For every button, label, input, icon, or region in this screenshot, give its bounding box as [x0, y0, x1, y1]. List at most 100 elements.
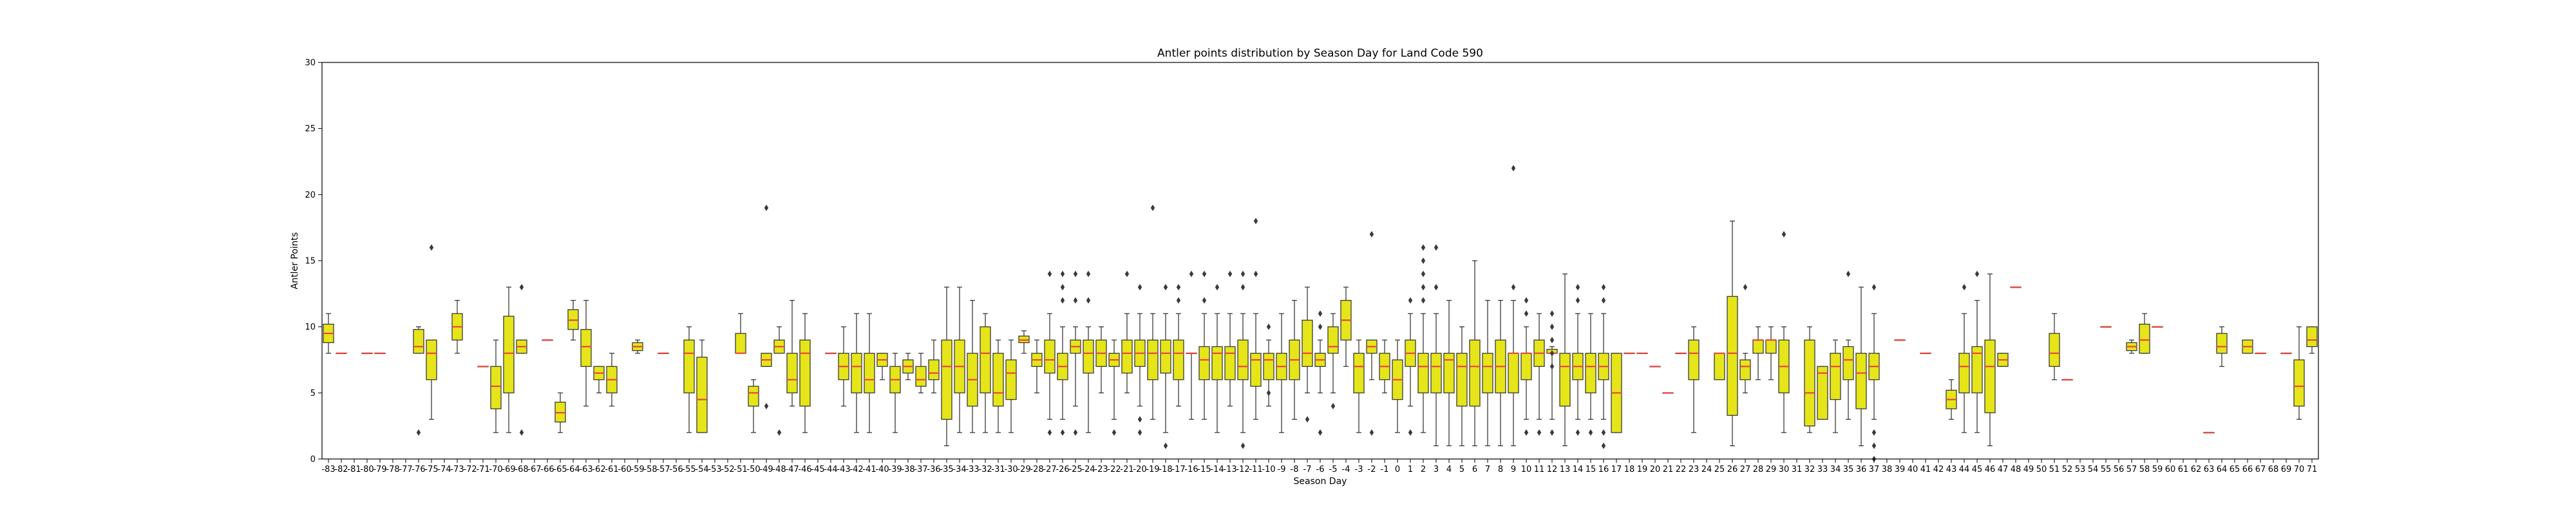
x-tick-label: 24 [1701, 465, 1712, 474]
box--42 [851, 313, 862, 433]
x-tick-label: -21 [1120, 465, 1133, 474]
outlier-point [1240, 270, 1245, 277]
x-tick-label: 53 [2075, 465, 2086, 474]
x-axis: -83-82-81-80-79-78-77-76-75-74-73-72-71-… [321, 459, 2317, 474]
x-tick-label: -49 [759, 465, 773, 474]
iqr-box [1121, 339, 1133, 374]
box-10 [1520, 297, 1532, 436]
iqr-box [1739, 359, 1751, 380]
x-tick-label: -14 [1210, 465, 1224, 474]
box--21 [1121, 270, 1133, 393]
outlier-point [1086, 270, 1091, 277]
x-tick-label: 58 [2139, 465, 2150, 474]
iqr-box [1765, 339, 1777, 354]
box-26 [1727, 220, 1738, 447]
x-tick-label: 60 [2165, 465, 2176, 474]
x-tick-label: 32 [1804, 465, 1815, 474]
outlier-point [1369, 230, 1374, 238]
box--50 [748, 379, 759, 433]
x-tick-label: 51 [2049, 465, 2060, 474]
outlier-point [1588, 429, 1593, 436]
box--34 [954, 286, 965, 433]
iqr-box [1083, 339, 1094, 374]
box-11 [1533, 313, 1545, 436]
iqr-box [1984, 339, 1996, 413]
x-tick-label: 4 [1446, 465, 1452, 474]
box--13 [1224, 270, 1236, 407]
box-28 [1752, 326, 1764, 380]
box-12 [1546, 310, 1558, 436]
box--17 [1173, 284, 1184, 407]
iqr-box [1198, 346, 1210, 380]
x-tick-label: 12 [1547, 465, 1558, 474]
box-29 [1765, 326, 1777, 380]
x-tick-label: -24 [1081, 465, 1095, 474]
box--32 [980, 313, 991, 433]
x-tick-label: 59 [2152, 465, 2163, 474]
x-tick-label: 2 [1421, 465, 1426, 474]
x-tick-label: 5 [1459, 465, 1464, 474]
plot-area [323, 165, 2318, 462]
box-23 [1688, 326, 1700, 433]
iqr-box [1263, 353, 1274, 380]
iqr-box [426, 339, 437, 380]
box-59 [2152, 326, 2163, 328]
y-axis-label: Antler Points [290, 232, 300, 290]
iqr-box [1224, 346, 1236, 380]
iqr-box [851, 353, 862, 393]
iqr-box [696, 357, 708, 433]
outlier-point [1253, 270, 1258, 277]
x-tick-label: -16 [1184, 465, 1198, 474]
box-8 [1495, 299, 1506, 447]
x-tick-label: -26 [1056, 465, 1069, 474]
x-tick-label: -70 [489, 465, 502, 474]
x-tick-label: -68 [515, 465, 528, 474]
x-tick-label: -60 [618, 465, 631, 474]
x-tick-label: 69 [2281, 465, 2292, 474]
x-tick-label: -40 [875, 465, 889, 474]
x-tick-label: -25 [1068, 465, 1082, 474]
x-tick-label: -10 [1262, 465, 1275, 474]
x-tick-label: -32 [978, 465, 992, 474]
iqr-box [1443, 353, 1455, 393]
x-tick-label: -44 [824, 465, 837, 474]
x-tick-label: -30 [1004, 465, 1018, 474]
x-tick-label: 1 [1408, 465, 1413, 474]
x-tick-label: -62 [592, 465, 605, 474]
x-tick-label: 8 [1498, 465, 1503, 474]
box-67 [2255, 352, 2266, 354]
box--79 [374, 352, 386, 354]
outlier-point [1511, 284, 1516, 291]
outlier-point [1549, 363, 1555, 370]
x-tick-label: -73 [450, 465, 464, 474]
box-43 [1946, 379, 1957, 420]
x-tick-label: 7 [1485, 465, 1490, 474]
box-3 [1430, 244, 1442, 447]
outlier-point [1743, 284, 1748, 291]
outlier-point [416, 429, 421, 436]
x-tick-label: 22 [1676, 465, 1687, 474]
iqr-box [1353, 353, 1365, 393]
box--71 [477, 366, 489, 368]
x-tick-label: -61 [605, 465, 618, 474]
box--38 [902, 353, 914, 380]
iqr-box [864, 353, 875, 393]
x-tick-label: -36 [927, 465, 940, 474]
outlier-point [1408, 429, 1413, 436]
iqr-box [1559, 353, 1571, 407]
outlier-point [1060, 284, 1065, 291]
outlier-point [1305, 416, 1310, 423]
iqr-box [683, 339, 695, 393]
iqr-box [1469, 339, 1481, 407]
box--44 [825, 352, 837, 354]
x-tick-label: -63 [579, 465, 592, 474]
x-tick-label: -80 [360, 465, 374, 474]
x-tick-label: 30 [1779, 465, 1790, 474]
iqr-box [1817, 366, 1828, 420]
x-tick-label: -6 [1316, 465, 1325, 474]
x-tick-label: 67 [2255, 465, 2266, 474]
chart-title: Antler points distribution by Season Day… [1157, 47, 1483, 60]
x-tick-label: 0 [1395, 465, 1400, 474]
box--49 [761, 204, 772, 409]
box-45 [1971, 270, 1983, 433]
